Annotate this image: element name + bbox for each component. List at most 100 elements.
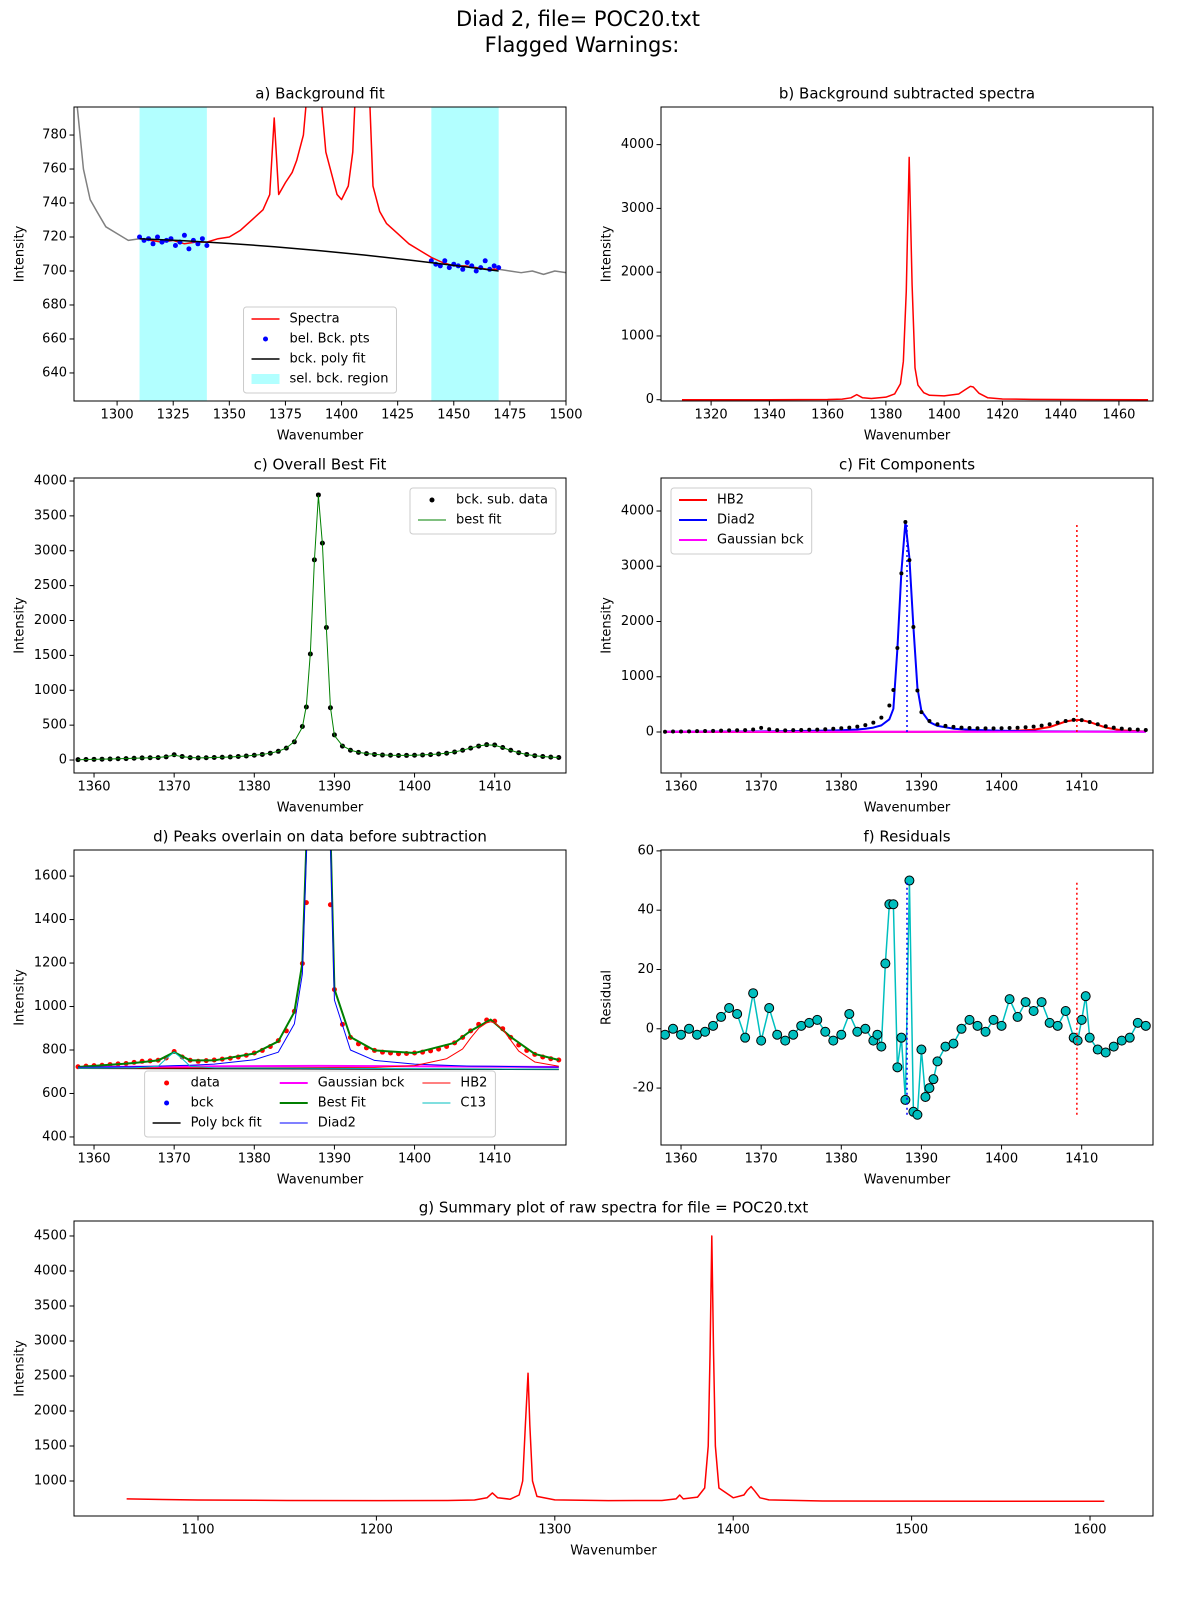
y-tick-label: 3000 [34,543,67,558]
x-tick-label: 1360 [77,1152,110,1167]
y-tick-label: 2000 [621,614,654,629]
series-line [681,156,1149,401]
data-point [756,1035,767,1046]
series-line [78,1051,559,1070]
data-point [1135,727,1140,732]
y-tick-label: 4000 [34,473,67,488]
y-tick-label: 3000 [621,559,654,574]
y-axis-label: Intensity [13,597,28,654]
y-tick-label: 780 [42,128,67,143]
data-point [1071,717,1076,722]
data-point [1076,1014,1087,1025]
series-line [126,1235,1105,1503]
data-point [892,1062,903,1073]
data-point [719,728,724,733]
y-tick-label: 40 [637,903,654,918]
data-point [772,1029,783,1040]
y-tick-label: 60 [637,843,654,858]
span [139,107,207,401]
data-point [711,728,716,733]
data-point [315,492,321,498]
legend-label: HB2 [717,493,744,508]
data-point [473,268,479,274]
data-point [863,723,868,728]
legend-label: data [191,1076,220,1091]
data-point [446,265,452,271]
legend-label: Poly bck fit [191,1116,262,1131]
y-tick-label: 500 [42,718,67,733]
legend-label: bck [191,1096,214,1111]
legend-item: Best Fit [279,1096,366,1111]
data-point [1015,725,1020,730]
axes-frame [73,1220,1154,1517]
y-tick-label: 2500 [34,1368,67,1383]
data-point [831,726,836,731]
x-tick-label: 1410 [478,1152,511,1167]
plot-area [126,1235,1105,1503]
data-point [1060,1005,1071,1016]
y-tick-label: 760 [42,162,67,177]
series-line [139,107,499,271]
data-point [799,728,804,733]
axes-frame [73,477,567,774]
y-axis-label: Intensity [13,1340,28,1397]
y-tick-label: 0 [646,1021,654,1036]
y-tick-label: 700 [42,263,67,278]
y-tick-label: 1200 [34,956,67,971]
y-tick-label: 720 [42,230,67,245]
data-point [442,258,448,264]
legend: data bck Poly bck fit Gaussian bck Best Fit D… [144,1070,496,1138]
data-point [988,1014,999,1025]
data-point [464,259,470,265]
x-tick-label: 1380 [825,780,858,795]
legend-label: bck. sub. data [456,493,548,508]
legend-label: bel. Bck. pts [290,332,370,347]
data-point [964,1014,975,1025]
data-point [1007,726,1012,731]
data-point [735,728,740,733]
legend-swatch [164,1080,170,1086]
data-point [900,1094,911,1105]
data-point [915,688,920,693]
data-point [1039,723,1044,728]
legend-item: HB2 [422,1076,487,1091]
x-axis-label: Wavenumber [864,1173,951,1188]
legend-label: C13 [460,1096,486,1111]
data-point [1143,728,1148,733]
axes-frame [73,106,567,402]
x-tick-label: 1420 [986,408,1019,423]
data-point [924,1083,935,1094]
legend-item: best fit [417,513,502,528]
data-point [1127,727,1132,732]
legend-label: Diad2 [717,513,755,528]
legend-frame [670,487,813,555]
y-tick-label: 680 [42,297,67,312]
data-point [888,899,899,910]
data-point [190,237,196,243]
data-point [876,1041,887,1052]
data-point [807,727,812,732]
legend-item: Gaussian bck [679,533,804,548]
data-point [844,1008,855,1019]
y-axis-label: Residual [600,970,615,1025]
legend-frame [243,306,397,394]
data-point [991,726,996,731]
data-point [879,715,884,720]
data-point [668,1023,679,1034]
data-point [1004,994,1015,1005]
legend-item: Diad2 [679,513,755,528]
data-point [1084,1032,1095,1043]
legend-item: HB2 [679,493,744,508]
chart-title: d) Peaks overlain on data before subtrac… [153,828,487,846]
legend-item: Diad2 [279,1116,356,1131]
legend-swatch [429,497,435,503]
x-tick-label: 1400 [325,408,358,423]
y-axis-label: Intensity [13,969,28,1026]
data-point [751,727,756,732]
y-tick-label: 1500 [34,1438,67,1453]
data-point [1047,722,1052,727]
x-tick-label: 1300 [538,1523,571,1538]
x-tick-label: 1300 [101,408,134,423]
plot-area [76,107,566,401]
